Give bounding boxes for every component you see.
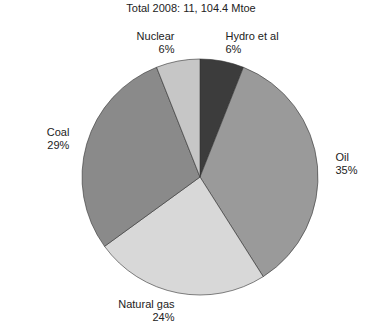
svg-text:Hydro et al6%: Hydro et al6% bbox=[225, 30, 278, 55]
html-text:Total 2008: 11, 104.4 Mtoe: Total 2008: 11, 104.4 Mtoe bbox=[126, 2, 256, 14]
svg-text:Coal29%: Coal29% bbox=[47, 126, 70, 151]
svg-text:Natural gas24%: Natural gas24% bbox=[118, 298, 175, 323]
svg-text:Nuclear6%: Nuclear6% bbox=[137, 30, 175, 55]
svg-text:Oil35%: Oil35% bbox=[335, 151, 357, 176]
